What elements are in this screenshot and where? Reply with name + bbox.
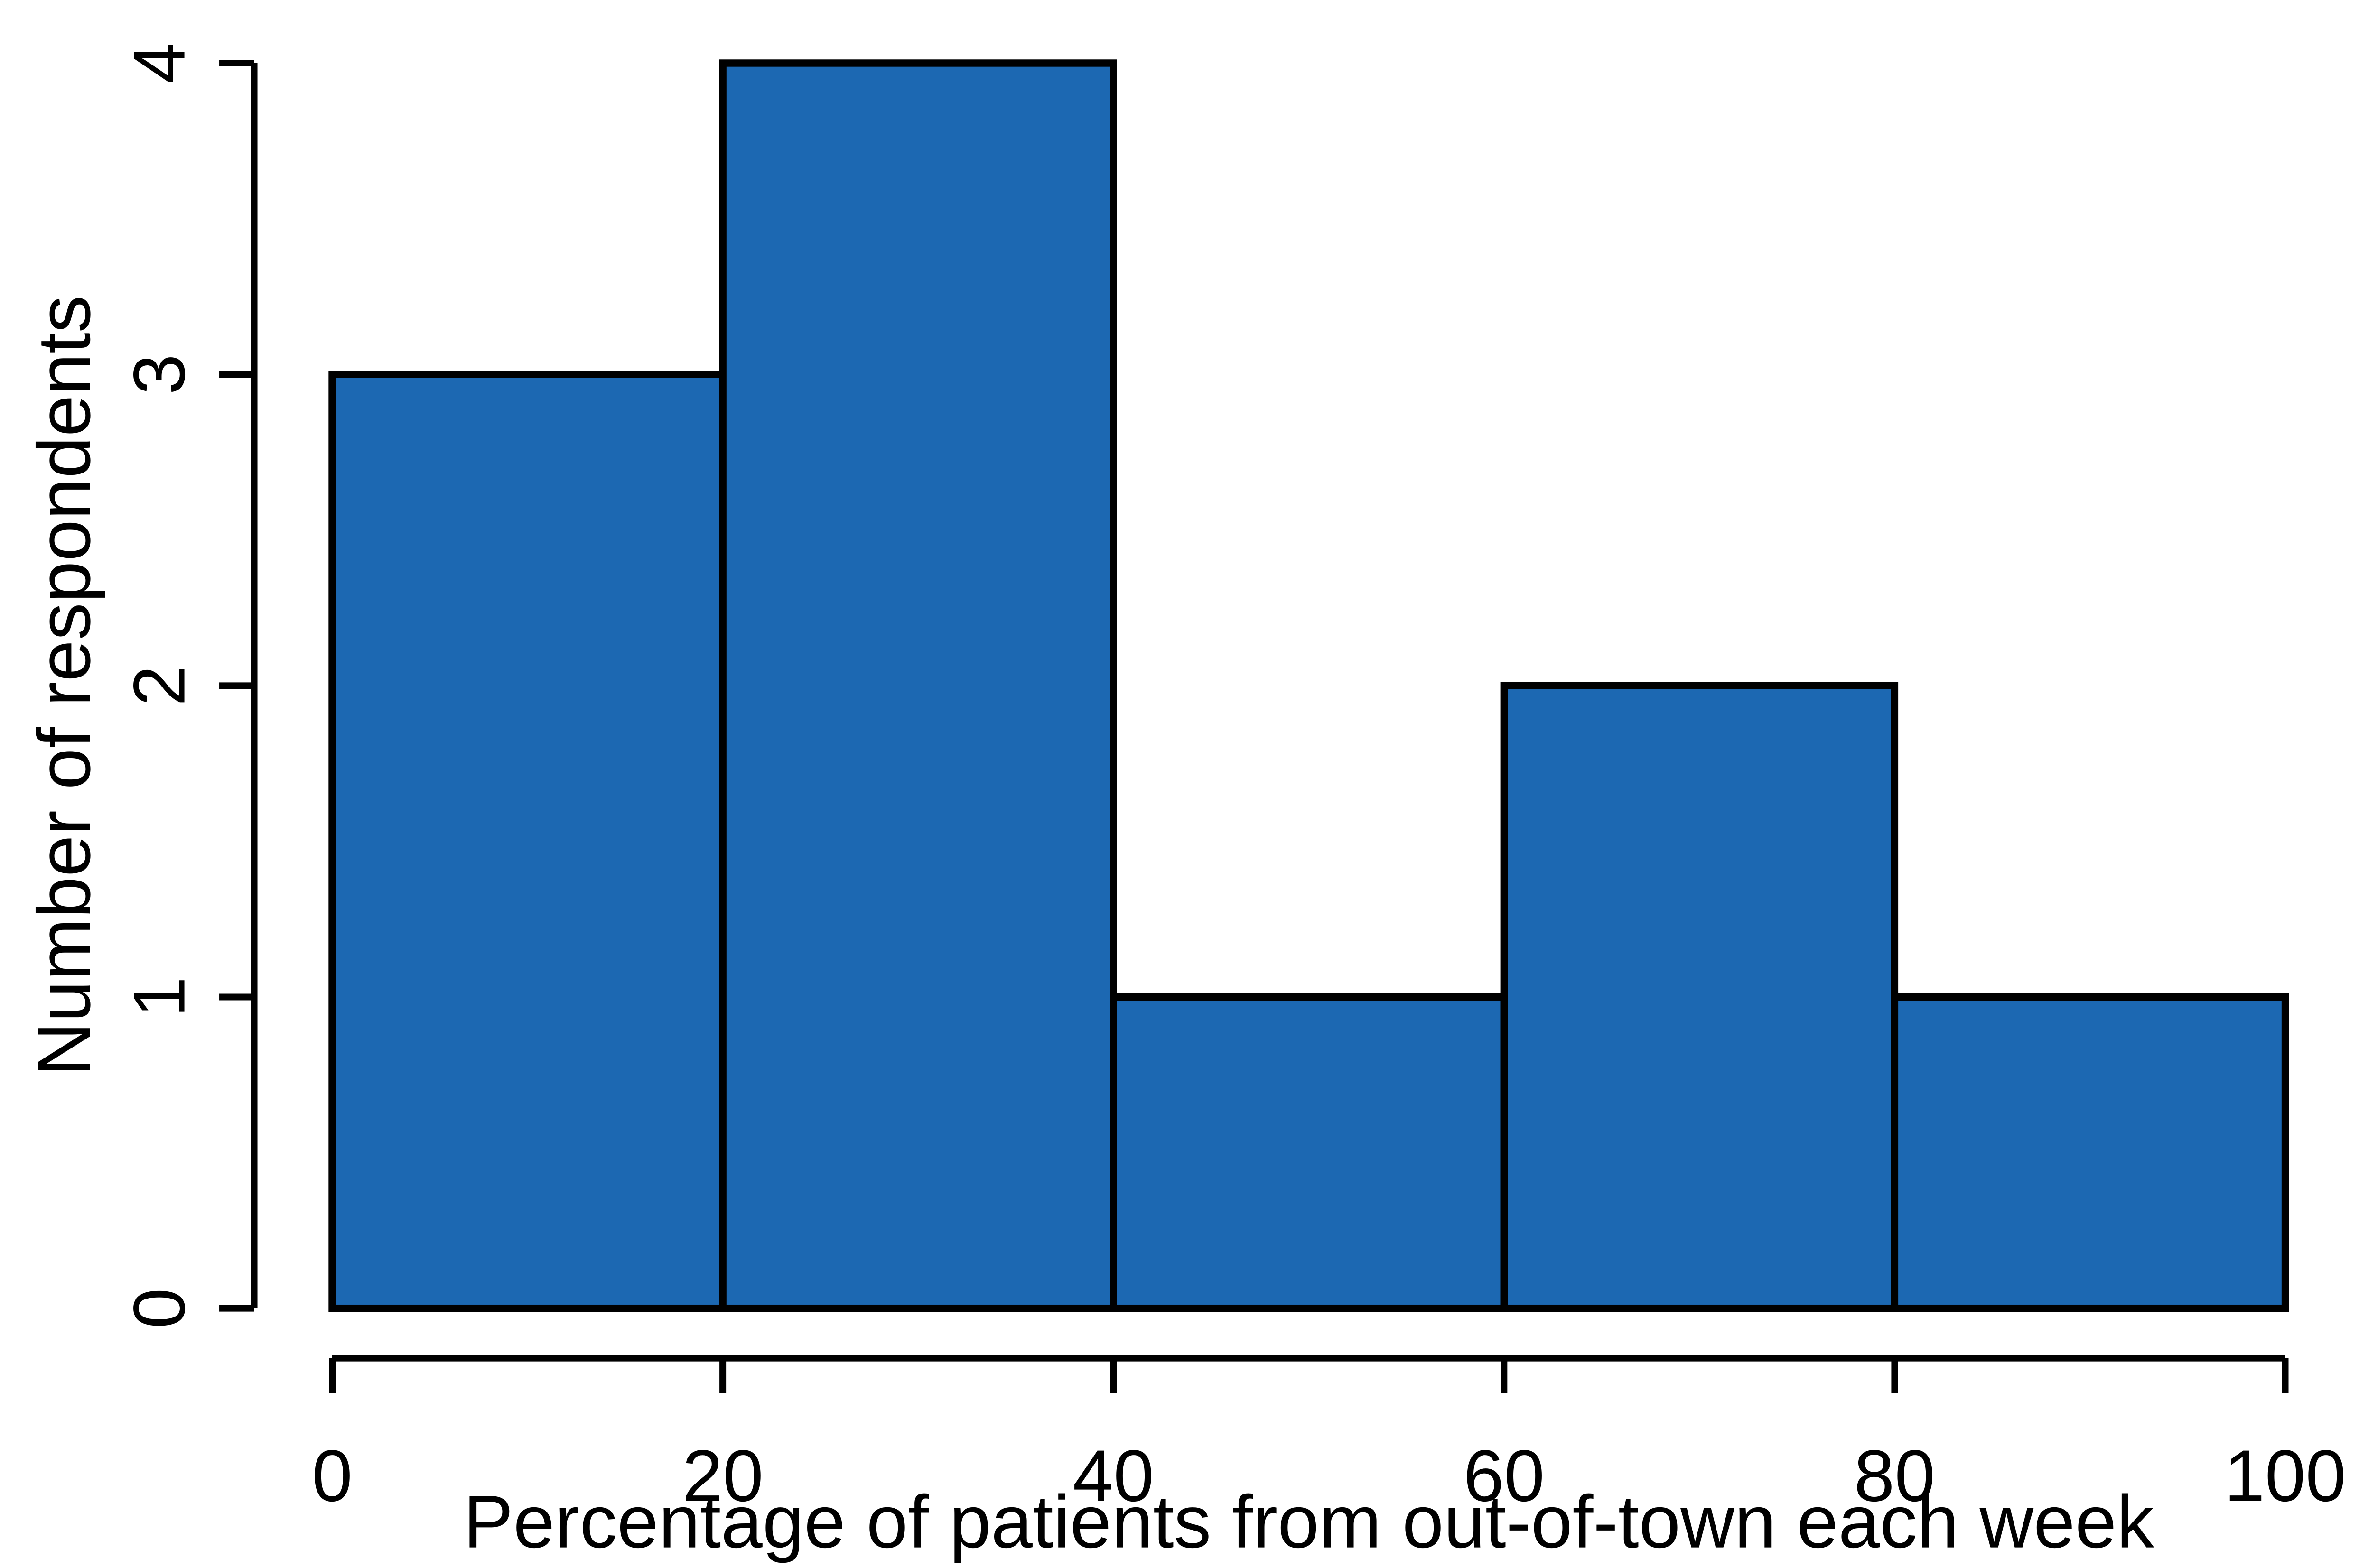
- x-tick-label: 40: [1073, 1435, 1154, 1517]
- y-tick-label: 2: [119, 666, 200, 706]
- histogram-bar-60-80: [1500, 682, 1899, 1312]
- x-axis-title: Percentage of patients from out-of-town …: [464, 1480, 2154, 1564]
- x-axis: 0 20 40 60 80 100: [312, 1355, 2346, 1517]
- x-tick-label: 0: [312, 1435, 353, 1517]
- x-tick-label: 80: [1854, 1435, 1935, 1517]
- histogram-bar-20-40: [719, 59, 1117, 1312]
- histogram-bar-40-60: [1110, 993, 1508, 1312]
- y-tick-label: 3: [119, 354, 200, 395]
- histogram-bar-0-20: [328, 371, 727, 1312]
- histogram-bar-80-100: [1891, 993, 2289, 1312]
- y-tick-label: 1: [119, 977, 200, 1018]
- x-tick-label: 60: [1464, 1435, 1545, 1517]
- y-tick-label: 0: [119, 1288, 200, 1329]
- x-tick-label: 100: [2224, 1435, 2346, 1517]
- x-tick-label: 20: [682, 1435, 763, 1517]
- y-axis: 0 1 2 3 4: [119, 43, 258, 1329]
- y-tick-label: 4: [119, 43, 200, 84]
- histogram-bars: [328, 59, 2289, 1312]
- y-axis-title: Number of respondents: [22, 296, 106, 1076]
